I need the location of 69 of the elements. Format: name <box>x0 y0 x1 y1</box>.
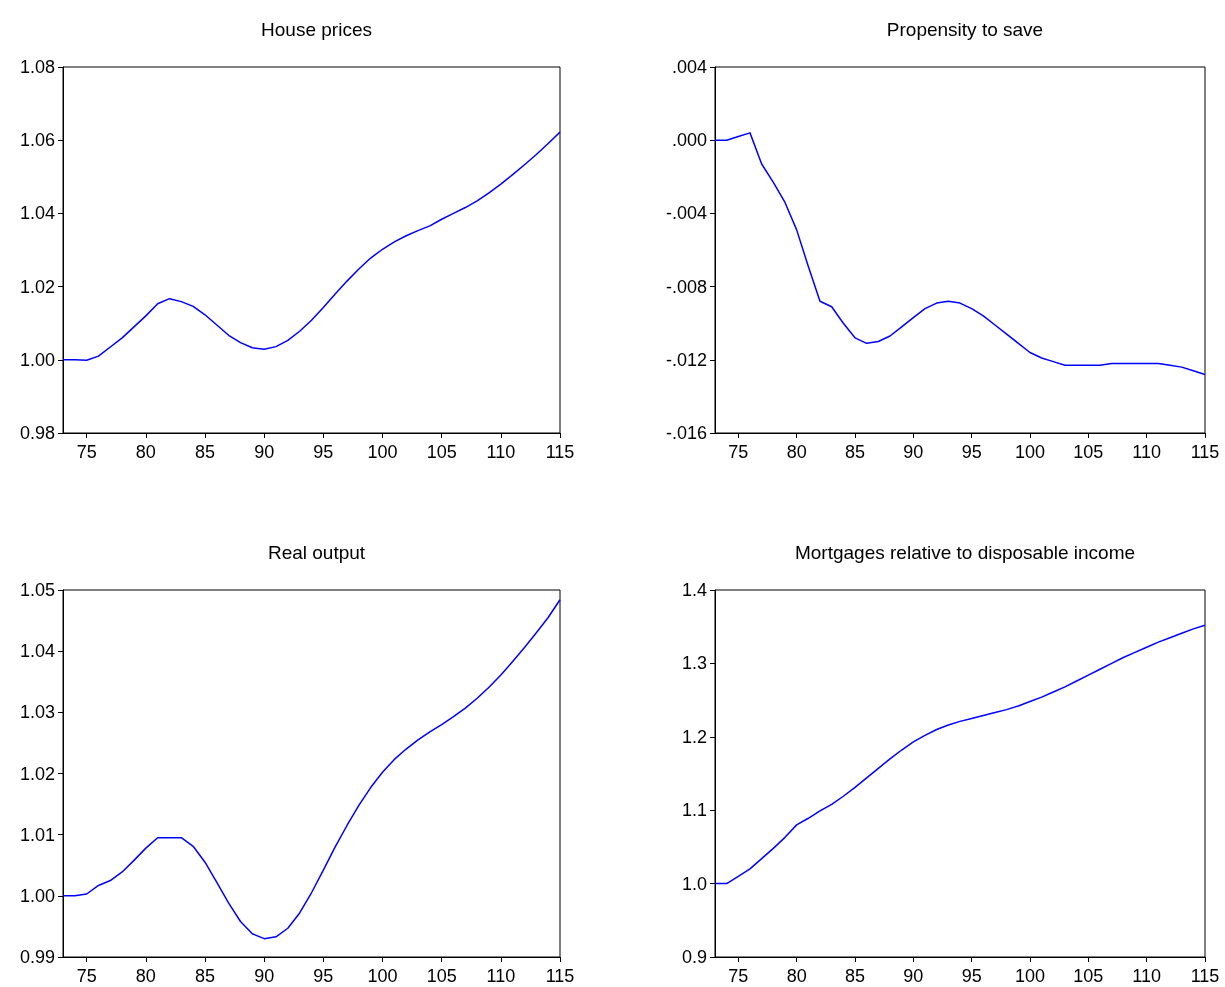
x-tick-label: 75 <box>76 442 97 462</box>
x-tick-label: 85 <box>844 442 866 462</box>
x-tick-label: 90 <box>903 966 924 986</box>
y-tick-label: 1.00 <box>19 349 55 370</box>
x-tick-label: 100 <box>1014 966 1046 986</box>
x-tick-label: 105 <box>1073 442 1104 462</box>
x-tick-label: 115 <box>1190 442 1220 462</box>
x-tick-label: 95 <box>313 966 334 986</box>
line-series <box>714 132 1206 376</box>
y-tick-label: .004 <box>671 57 707 77</box>
x-tick-label: 75 <box>76 966 97 986</box>
y-tick-label: 0.99 <box>19 947 55 967</box>
x-tick-label: 105 <box>1073 966 1104 986</box>
line-series <box>62 131 561 361</box>
y-tick-label: -.008 <box>665 276 707 297</box>
x-tick-label: 95 <box>313 442 334 462</box>
y-tick-label: 0.98 <box>19 423 55 443</box>
y-tick-label: 1.04 <box>19 641 55 662</box>
y-tick-label: 1.04 <box>19 203 55 224</box>
x-tick-label: 115 <box>545 442 575 462</box>
y-tick-label: 1.01 <box>19 824 55 845</box>
x-tick-label: 75 <box>728 966 749 986</box>
y-tick-label: 1.02 <box>19 763 55 784</box>
y-tick-label: -.016 <box>665 423 707 443</box>
x-tick-label: 80 <box>135 442 156 462</box>
y-tick-label: 1.03 <box>19 702 55 723</box>
x-tick-label: 105 <box>426 442 457 462</box>
y-tick-label: 1.1 <box>681 800 707 821</box>
x-tick-label: 90 <box>254 442 275 462</box>
y-tick-label: 0.9 <box>681 947 707 967</box>
x-tick-label: 85 <box>194 966 216 986</box>
x-tick-label: 110 <box>486 442 516 462</box>
chart-title: Real output <box>267 542 366 563</box>
y-tick-label: 1.4 <box>681 580 707 600</box>
x-tick-label: 80 <box>786 966 807 986</box>
y-tick-label: 1.2 <box>681 726 707 747</box>
x-tick-label: 105 <box>426 966 457 986</box>
y-tick-label: 1.3 <box>681 653 707 674</box>
x-tick-label: 85 <box>844 966 866 986</box>
x-tick-label: 90 <box>254 966 275 986</box>
x-tick-label: 110 <box>1132 442 1162 462</box>
x-tick-label: 115 <box>545 966 575 986</box>
x-tick-label: 80 <box>786 442 807 462</box>
y-tick-label: 1.00 <box>19 885 55 906</box>
x-tick-label: 100 <box>1014 442 1046 462</box>
x-tick-label: 90 <box>903 442 924 462</box>
y-tick-label: 1.05 <box>19 580 55 600</box>
chart-title: House prices <box>261 19 372 40</box>
x-tick-label: 100 <box>367 966 398 986</box>
y-tick-label: .000 <box>671 130 707 151</box>
chart-title: Propensity to save <box>886 19 1044 40</box>
line-series <box>62 599 561 940</box>
x-tick-label: 95 <box>961 442 982 462</box>
x-tick-label: 100 <box>367 442 398 462</box>
chart-title: Mortgages relative to disposable income <box>794 542 1136 563</box>
x-tick-label: 115 <box>1190 966 1220 986</box>
x-tick-label: 110 <box>486 966 516 986</box>
x-tick-label: 95 <box>961 966 982 986</box>
y-tick-label: 1.06 <box>19 130 55 151</box>
x-tick-label: 75 <box>728 442 749 462</box>
y-tick-label: -.012 <box>665 349 707 370</box>
y-tick-label: 1.02 <box>19 276 55 297</box>
x-tick-label: 80 <box>135 966 156 986</box>
line-series <box>714 624 1206 885</box>
y-tick-label: 1.0 <box>681 873 707 894</box>
x-tick-label: 85 <box>194 442 216 462</box>
y-tick-label: -.004 <box>665 203 707 224</box>
x-tick-label: 110 <box>1132 966 1162 986</box>
y-tick-label: 1.08 <box>19 57 55 77</box>
